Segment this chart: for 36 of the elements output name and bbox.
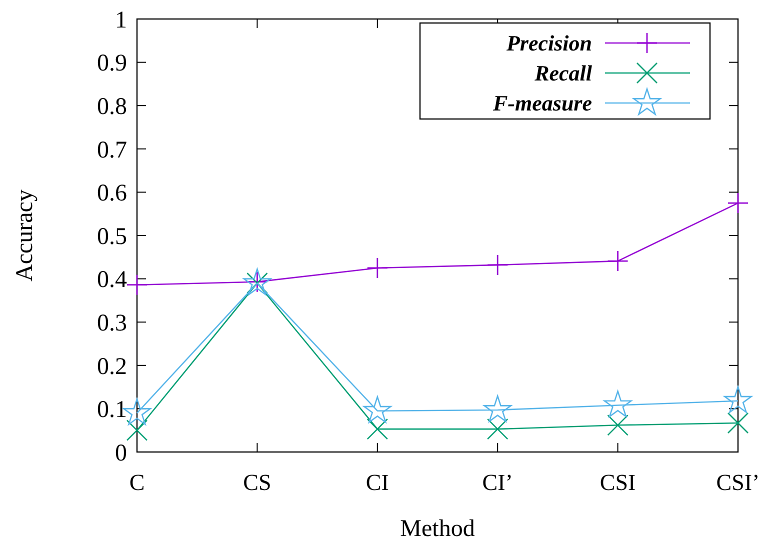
- x-tick-label: C: [129, 470, 145, 495]
- point: [363, 396, 392, 423]
- y-axis-title: Accuracy: [12, 190, 38, 282]
- legend-label: F-measure: [492, 90, 592, 116]
- legend-label: Precision: [505, 30, 592, 56]
- y-tick-label: 0: [115, 440, 127, 466]
- point: [243, 268, 272, 296]
- point: [367, 258, 388, 278]
- point: [727, 412, 749, 434]
- point: [486, 418, 508, 440]
- y-tick-label: 0.3: [97, 310, 127, 336]
- point: [488, 254, 508, 275]
- point: [366, 418, 388, 440]
- y-tick-label: 0.7: [97, 137, 127, 164]
- legend-label: Recall: [534, 60, 593, 86]
- y-tick-label: 0.4: [97, 267, 127, 294]
- point: [484, 395, 512, 422]
- y-tick-label: 0.6: [97, 180, 127, 207]
- x-tick-label: CI’: [482, 470, 513, 495]
- point: [724, 386, 752, 413]
- point: [127, 274, 147, 295]
- x-tick-label: CSI: [600, 470, 636, 495]
- x-tick-label: CI: [366, 470, 389, 495]
- y-tick-label: 1: [115, 7, 127, 34]
- y-tick-label: 0.9: [97, 50, 127, 77]
- y-tick-label: 0.1: [97, 397, 127, 424]
- y-tick-label: 0.2: [97, 354, 127, 380]
- x-tick-label: CS: [243, 470, 272, 495]
- point: [604, 390, 632, 418]
- y-tick-label: 0.8: [97, 94, 127, 120]
- point: [608, 251, 628, 272]
- y-tick-label: 0.5: [97, 224, 127, 250]
- point: [607, 414, 628, 436]
- x-tick-label: CSI’: [716, 470, 760, 495]
- x-axis-title: Method: [400, 516, 475, 542]
- point: [126, 420, 148, 441]
